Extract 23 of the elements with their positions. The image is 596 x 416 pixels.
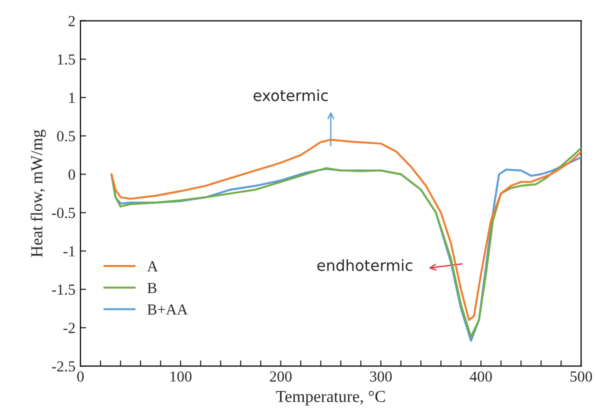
x-axis-title: Temperature, °C <box>276 390 385 406</box>
y-tick-label: 1.5 <box>58 54 75 65</box>
y-tick-label: 2 <box>68 16 75 26</box>
y-tick-label: 0.5 <box>57 131 75 142</box>
legend-label: A <box>147 261 158 272</box>
legend-label: B <box>147 282 156 294</box>
y-tick-label: -2.5 <box>52 361 76 372</box>
x-tick-label: 400 <box>470 371 492 382</box>
y-axis-title: Heat flow, mW/mg <box>30 130 46 257</box>
x-tick-label: 200 <box>270 371 292 382</box>
x-tick-label: 300 <box>370 371 392 382</box>
x-tick-label: 0 <box>77 371 84 382</box>
annotation: exotermic <box>254 89 328 102</box>
y-tick-label: -1.5 <box>52 284 76 295</box>
annotation: endhotermic <box>317 259 412 272</box>
y-tick-label: 1 <box>69 92 75 103</box>
x-tick-label: 500 <box>570 371 592 382</box>
y-tick-label: 0 <box>68 169 76 180</box>
y-tick-label: -1 <box>63 246 75 256</box>
y-tick-label: -2 <box>63 322 75 334</box>
y-tick-label: -0.5 <box>52 208 76 218</box>
legend-label: B+AA <box>147 304 188 315</box>
x-tick-label: 100 <box>170 371 192 382</box>
